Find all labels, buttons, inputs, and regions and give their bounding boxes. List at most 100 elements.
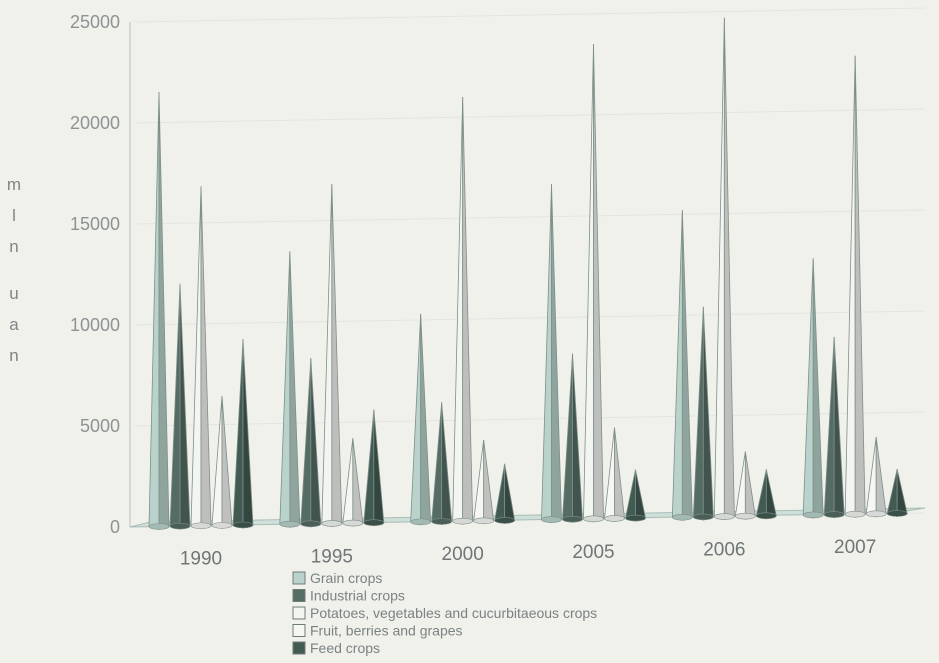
cone-face-left <box>300 358 312 528</box>
y-tick-label: 0 <box>110 517 120 537</box>
cone-face-right <box>635 469 646 522</box>
cone-face-right <box>331 184 343 527</box>
cone-face-left <box>692 306 704 521</box>
legend-item: Industrial crops <box>292 588 405 604</box>
cone-face-right <box>702 306 714 521</box>
plot-area <box>148 17 908 531</box>
cone-base <box>473 517 494 525</box>
cone-face-left <box>844 55 856 518</box>
cone-face-right <box>158 92 170 531</box>
cone-face-right <box>572 353 583 523</box>
cone-base <box>583 515 604 523</box>
cone-face-left <box>190 186 202 530</box>
cone-face-right <box>765 469 777 520</box>
x-tick-label: 2006 <box>703 540 745 561</box>
cone-face-right <box>462 96 474 525</box>
cone-mark <box>410 313 432 526</box>
cone-base <box>735 512 756 520</box>
cone-mark <box>232 339 254 529</box>
cone-face-right <box>420 313 432 526</box>
x-tick-label: 1995 <box>311 546 353 567</box>
cone-mark <box>671 210 693 521</box>
cone-base <box>823 511 845 518</box>
cone-face-right <box>242 339 254 529</box>
cone-base <box>190 522 212 530</box>
cone-base <box>300 520 322 528</box>
cone-mark <box>473 439 495 525</box>
cone-face-left <box>562 353 573 523</box>
gridline <box>133 411 926 427</box>
y-tick-label: 15000 <box>70 214 120 234</box>
cone-base <box>802 511 824 519</box>
cone-base <box>148 523 170 530</box>
cone-mark <box>823 336 845 519</box>
cone-mark <box>321 184 343 527</box>
gridline <box>133 209 926 225</box>
cone-face-left <box>865 437 877 518</box>
x-tick-label: 2005 <box>572 542 614 563</box>
cone-face-right <box>744 451 756 520</box>
cone-face-left <box>211 396 223 529</box>
legend-swatch <box>292 606 306 620</box>
cone-face-left <box>494 463 506 524</box>
legend-swatch <box>292 571 306 585</box>
cone-mark <box>494 463 516 524</box>
legend-swatch <box>292 624 306 637</box>
cone-mark <box>625 469 646 522</box>
legend-item: Grain crops <box>292 570 382 586</box>
gridline <box>133 108 926 124</box>
cone-face-left <box>410 313 422 526</box>
cone-mark <box>342 438 364 527</box>
cone-base <box>232 521 254 529</box>
cone-face-right <box>896 468 908 518</box>
cone-face-left <box>321 184 333 527</box>
cone-base <box>865 510 887 518</box>
legend-label: Feed crops <box>310 640 380 656</box>
cone-base <box>211 522 233 529</box>
cone-base <box>363 519 385 527</box>
legend-label: Fruit, berries and grapes <box>310 623 463 639</box>
cone-face-right <box>833 336 845 519</box>
cone-face-left <box>604 427 615 523</box>
y-tick-label: 25000 <box>70 12 120 32</box>
legend-label: Grain crops <box>310 570 382 586</box>
cone-mark <box>865 437 887 518</box>
cone-face-right <box>504 463 516 524</box>
cone-face-right <box>200 186 212 530</box>
legend-item: Feed crops <box>292 640 380 656</box>
cone-base <box>431 518 452 525</box>
cone-mark <box>734 451 756 520</box>
cone-face-left <box>169 283 181 530</box>
cone-face-left <box>342 438 354 527</box>
cone-face-left <box>713 17 725 521</box>
y-axis-title-char: m <box>7 175 21 194</box>
cone-face-left <box>802 258 814 519</box>
cone-face-right <box>551 184 562 524</box>
cone-face-left <box>148 92 160 531</box>
cone-mark <box>452 96 474 525</box>
legend-item: Fruit, berries and grapes <box>292 623 463 639</box>
x-tick-label: 2007 <box>834 537 876 558</box>
y-axis-title-char: a <box>9 315 19 334</box>
cone-mark <box>541 184 562 524</box>
cone-mark <box>755 469 777 520</box>
legend-label: Potatoes, vegetables and cucurbitaeous c… <box>310 605 597 621</box>
cone-face-left <box>363 409 375 527</box>
cone-base <box>693 513 714 521</box>
cone-face-left <box>886 468 898 518</box>
x-tick-label: 1990 <box>180 549 222 570</box>
y-axis-title-char: u <box>9 284 18 303</box>
cone-face-left <box>583 44 594 523</box>
cone-face-left <box>473 439 485 525</box>
cone-base <box>279 520 301 528</box>
gridline <box>133 7 926 23</box>
cone-mark <box>713 17 735 521</box>
y-tick-label: 10000 <box>70 315 120 335</box>
cone-base <box>169 522 191 530</box>
cone-face-right <box>593 44 604 523</box>
cone-face-right <box>723 17 735 521</box>
cone-face-right <box>854 55 866 518</box>
